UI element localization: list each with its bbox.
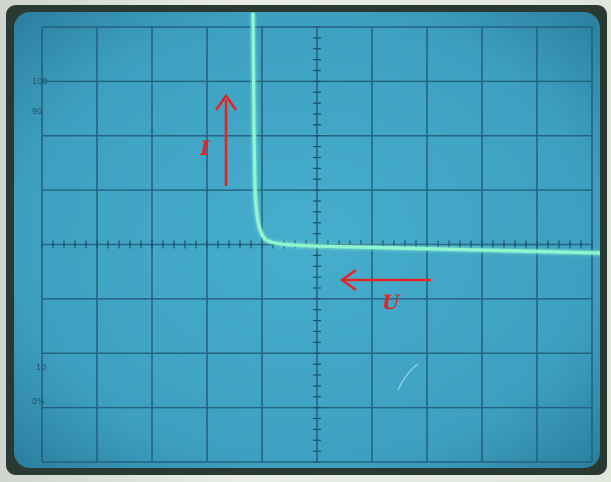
graticule-label-90: 90	[32, 107, 42, 116]
voltage-arrow-head	[339, 268, 357, 292]
voltage-arrow	[339, 268, 431, 292]
current-arrow	[214, 93, 238, 186]
screen-reflection	[397, 363, 419, 391]
graticule-label-0: 0%	[32, 397, 45, 406]
graticule-label-100: 100	[32, 77, 47, 86]
screen-svg: 100 90 10 0% I U	[14, 12, 600, 468]
graticule-label-10: 10	[36, 363, 46, 372]
current-label: I	[199, 136, 210, 160]
phosphor-trace	[251, 12, 600, 255]
current-arrow-head	[214, 93, 238, 111]
oscilloscope-screen: 100 90 10 0% I U	[14, 12, 600, 468]
voltage-label: U	[382, 290, 401, 314]
screen-background	[14, 12, 600, 468]
